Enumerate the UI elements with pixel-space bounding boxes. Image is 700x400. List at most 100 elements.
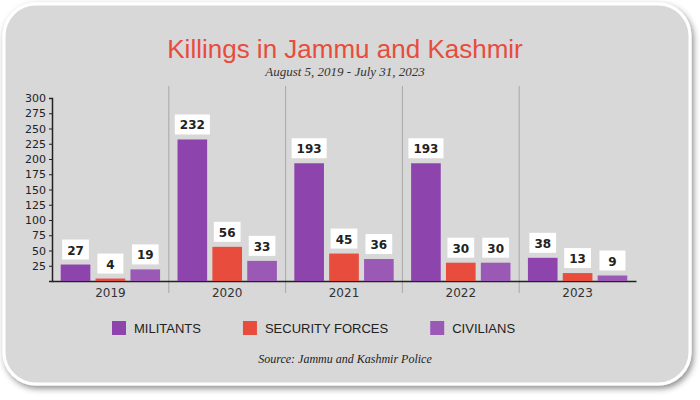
y-tick: 225 [25, 138, 52, 151]
data-label: 9 [599, 251, 625, 271]
data-label-box [249, 236, 276, 256]
separator [168, 86, 169, 293]
data-label-text: 4 [106, 258, 114, 272]
data-label-box [529, 233, 556, 253]
data-label: 193 [408, 138, 443, 158]
data-label: 193 [292, 138, 327, 158]
data-label-text: 193 [413, 142, 438, 156]
bar [96, 279, 126, 281]
data-label: 38 [529, 233, 556, 253]
data-label-text: 27 [67, 244, 84, 258]
data-label: 19 [132, 244, 159, 264]
data-label: 36 [366, 234, 393, 254]
y-tick-label: 50 [32, 245, 46, 258]
y-axis: 25 50 75 100 125 150 175 200 225 250 275 300 [25, 92, 53, 281]
bar [364, 259, 394, 281]
data-label-text: 30 [452, 242, 469, 256]
bar [130, 269, 160, 281]
y-tick-mark [49, 205, 52, 206]
card [4, 4, 690, 384]
y-tick: 150 [25, 184, 52, 197]
data-label-box [482, 238, 509, 258]
data-label: 13 [564, 248, 591, 268]
data-label-box [175, 114, 210, 134]
bar [61, 265, 91, 281]
data-label-box [366, 234, 393, 254]
y-tick: 25 [32, 260, 52, 273]
legend-swatch [112, 321, 126, 335]
subtitle: August 5, 2019 - July 31, 2023 [264, 64, 425, 79]
y-tick: 50 [32, 245, 52, 258]
legend-item: MILITANTS [112, 321, 201, 336]
data-label: 27 [62, 240, 89, 260]
y-tick-mark [49, 98, 52, 99]
bar [481, 263, 511, 281]
y-tick-label: 300 [25, 92, 46, 105]
y-tick-label: 75 [32, 229, 46, 242]
legend-label: SECURITY FORCES [265, 321, 389, 336]
y-tick-mark [49, 113, 52, 114]
data-label-text: 56 [219, 226, 236, 240]
x-tick: 2022 [446, 281, 477, 300]
y-tick-mark [49, 190, 52, 191]
bar [247, 261, 277, 281]
y-tick-mark [49, 220, 52, 221]
chart: Killings in Jammu and KashmirAugust 5, 2… [0, 0, 700, 400]
legend-swatch [430, 321, 444, 335]
data-label-box [599, 251, 625, 271]
x-tick: 2021 [329, 281, 360, 300]
data-label-text: 19 [137, 248, 154, 262]
y-tick-mark [49, 159, 52, 160]
y-tick-mark [49, 235, 52, 236]
data-label-box [564, 248, 591, 268]
y-tick-label: 200 [25, 153, 46, 166]
y-axis-line [49, 99, 53, 282]
bar [329, 254, 359, 281]
y-tick-label: 100 [25, 214, 46, 227]
data-labels: 27 232 193 193 38 4 56 45 30 13 19 33 36 30 9 [62, 114, 625, 273]
legend-swatch [243, 321, 257, 335]
data-label-text: 193 [297, 142, 322, 156]
legend: MILITANTS SECURITY FORCES CIVILIANS [112, 321, 515, 336]
x-tick-label: 2023 [562, 286, 593, 300]
data-label-text: 30 [487, 242, 504, 256]
legend-item: SECURITY FORCES [243, 321, 389, 336]
source: Source: Jammu and Kashmir Police [258, 352, 432, 366]
y-tick-label: 275 [25, 107, 46, 120]
x-tick-label: 2020 [212, 286, 243, 300]
data-label: 45 [331, 229, 358, 249]
y-tick: 125 [25, 199, 52, 212]
legend-label: MILITANTS [134, 321, 201, 336]
y-tick-label: 250 [25, 123, 46, 136]
bar [411, 163, 441, 281]
x-axis: 2019 2020 2021 2022 2023 [53, 281, 637, 300]
y-tick-label: 25 [32, 260, 46, 273]
data-label: 4 [97, 254, 123, 274]
y-tick-mark [49, 266, 52, 267]
separator [402, 86, 403, 293]
bar [563, 273, 593, 281]
y-tick: 175 [25, 168, 52, 181]
y-tick-mark [49, 251, 52, 252]
x-tick-label: 2021 [329, 286, 360, 300]
y-tick: 300 [25, 92, 52, 105]
y-tick: 200 [25, 153, 52, 166]
x-tick: 2020 [212, 281, 243, 300]
y-tick-label: 225 [25, 138, 46, 151]
x-tick: 2023 [562, 281, 593, 300]
separator [519, 86, 520, 293]
separator [285, 86, 286, 293]
x-tick: 2019 [95, 281, 126, 300]
data-label-box [214, 222, 241, 242]
data-label: 30 [482, 238, 509, 258]
title: Killings in Jammu and Kashmir [167, 34, 523, 64]
data-label-box [408, 138, 443, 158]
data-label-text: 232 [180, 118, 205, 132]
data-label-box [132, 244, 159, 264]
bar [528, 258, 558, 281]
bar [446, 263, 476, 281]
bar [294, 163, 324, 281]
data-label: 33 [249, 236, 276, 256]
legend-label: CIVILIANS [452, 321, 515, 336]
data-label: 30 [447, 238, 474, 258]
